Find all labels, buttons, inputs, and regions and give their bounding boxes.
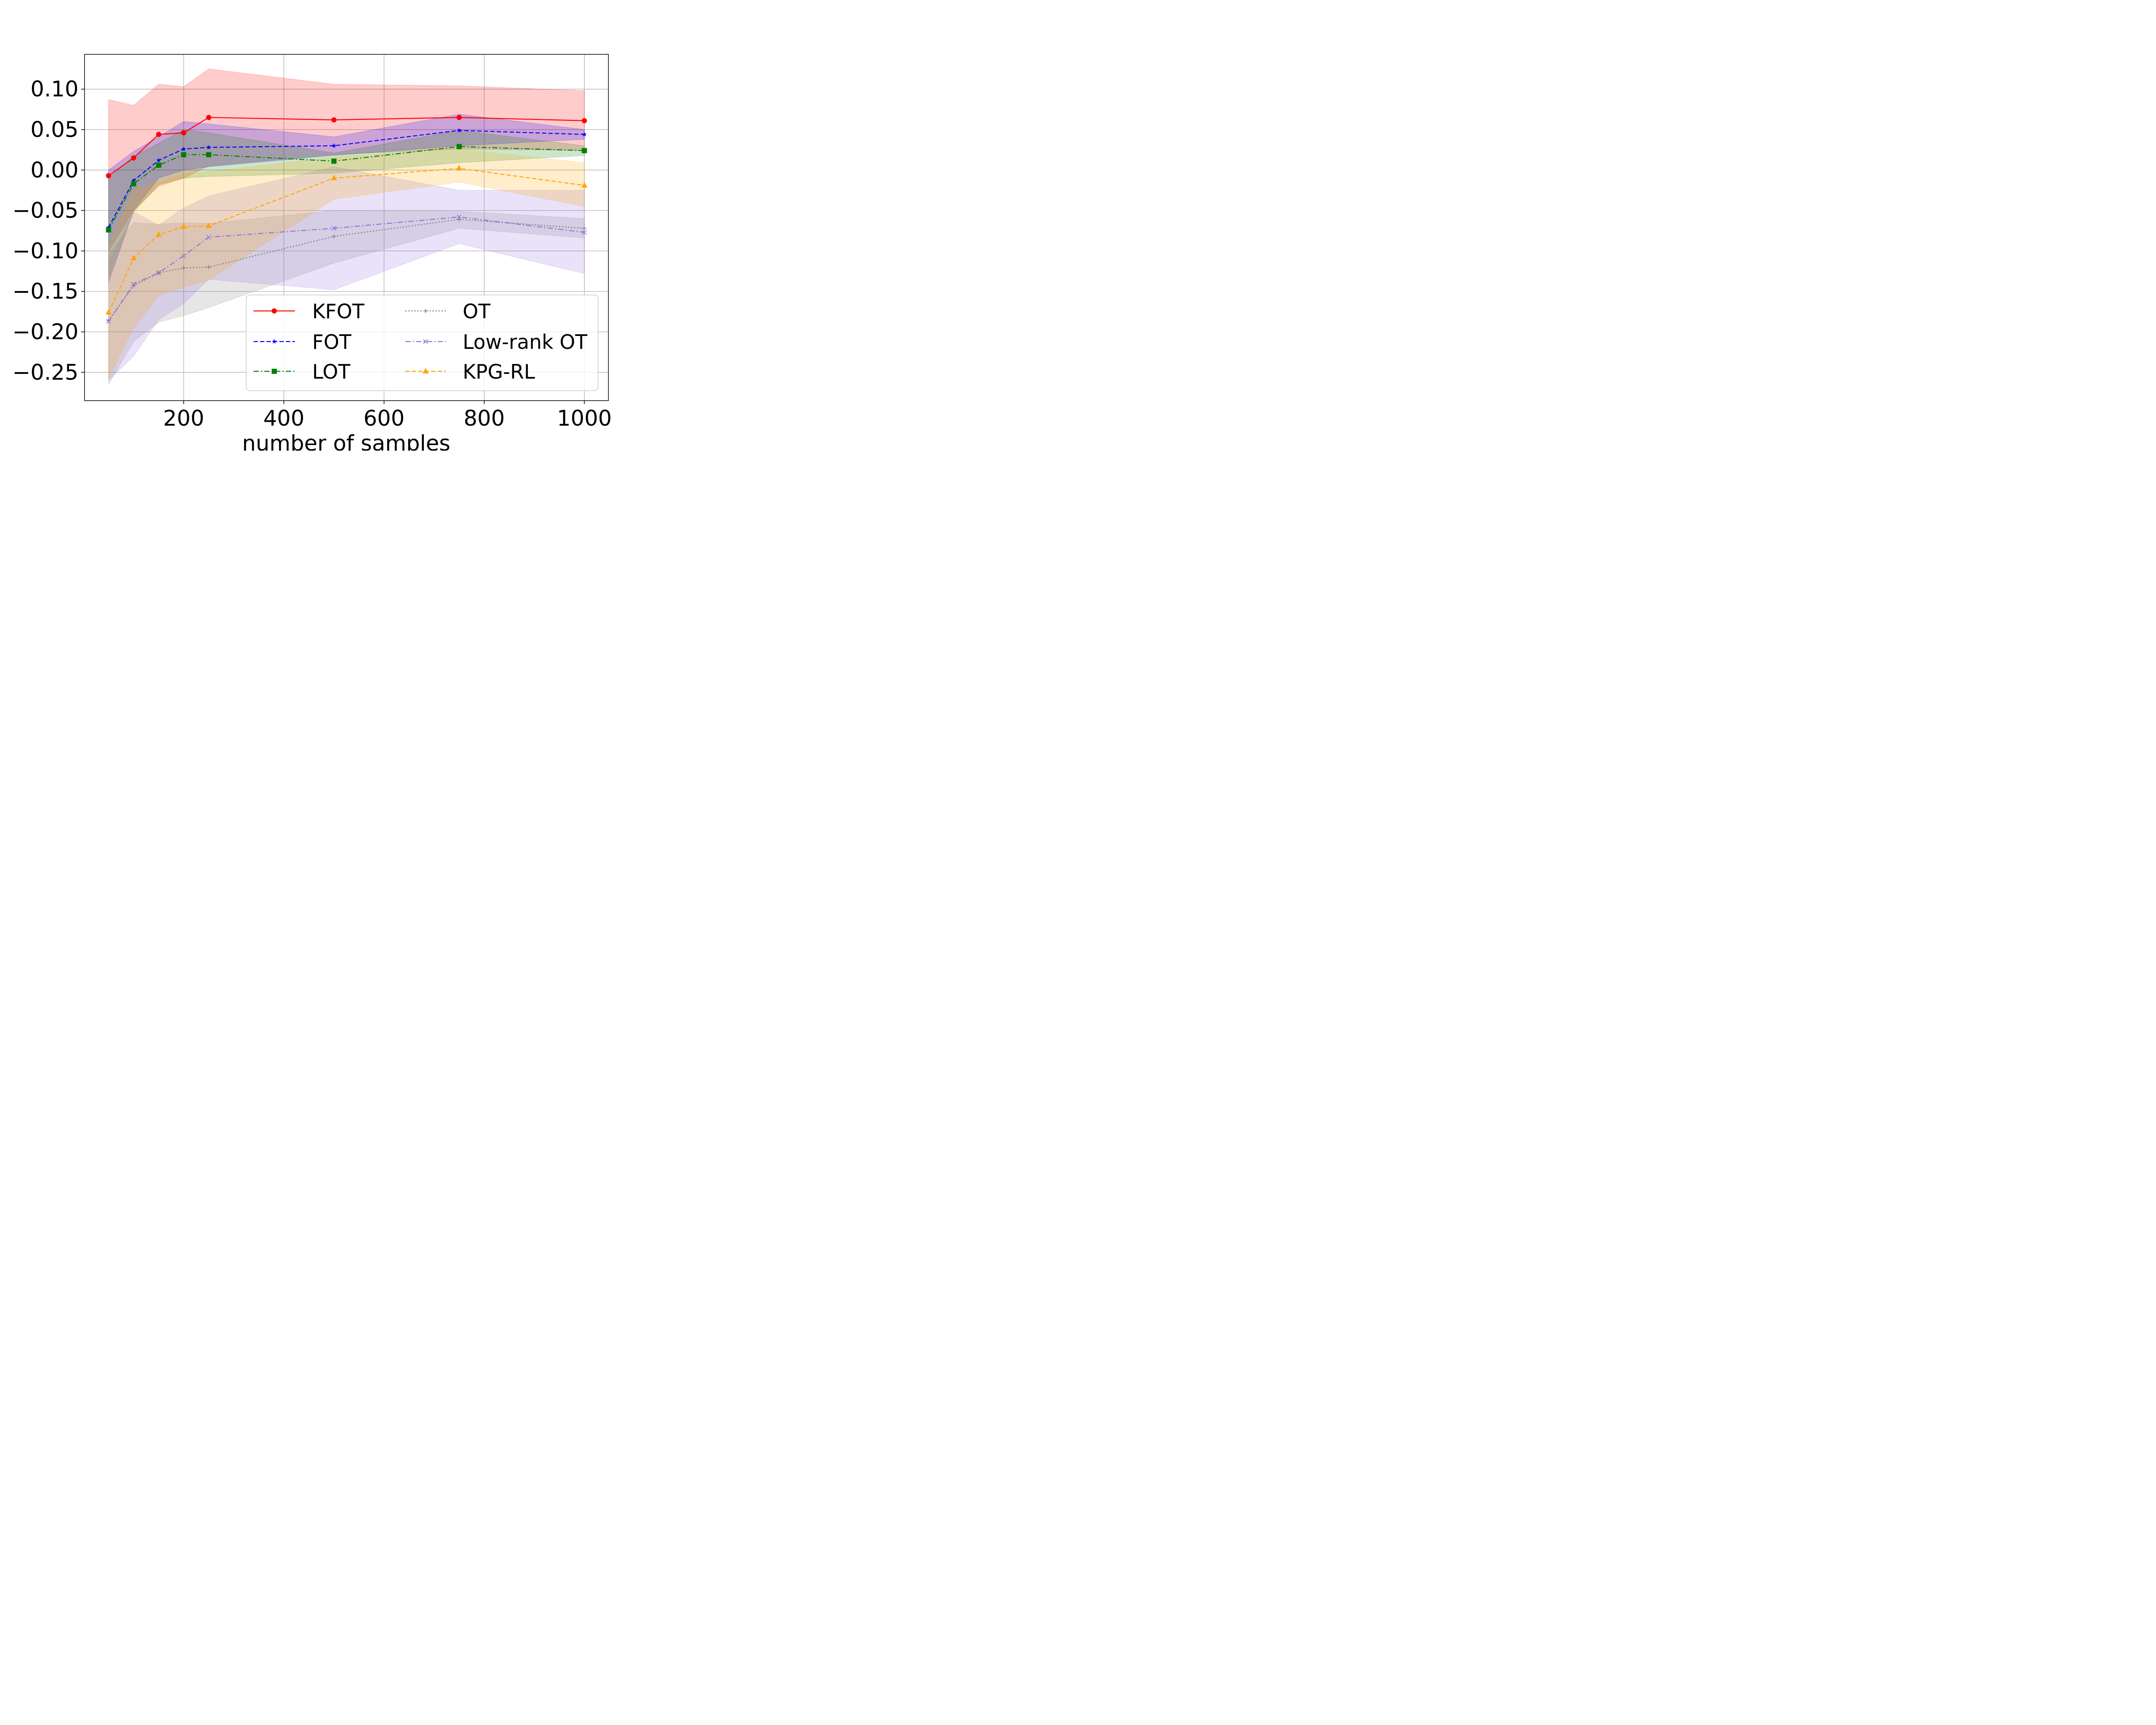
legend-label: Low-rank OT bbox=[463, 330, 588, 354]
kpg-rl-point bbox=[581, 182, 588, 188]
lot-line bbox=[108, 146, 585, 230]
y-tick-label: −0.25 bbox=[13, 360, 78, 385]
x-tick-label: 800 bbox=[464, 406, 505, 431]
low-rank-ot-point bbox=[582, 230, 587, 235]
kpg-rl-point bbox=[130, 254, 137, 260]
legend-label: FOT bbox=[312, 330, 352, 354]
lot-point bbox=[582, 148, 587, 154]
x-axis-ticks: 200 400 600 800 1000 bbox=[163, 401, 612, 431]
lot-point bbox=[131, 181, 136, 187]
lot-point bbox=[331, 158, 337, 164]
legend-item-kpg-rl: KPG-RL bbox=[405, 360, 535, 383]
low-rank-ot-band bbox=[108, 166, 585, 381]
x-tick-label: 400 bbox=[263, 406, 304, 431]
confidence-bands bbox=[108, 69, 585, 386]
grid bbox=[85, 54, 608, 401]
low-rank-ot-point bbox=[206, 235, 211, 240]
lot-point bbox=[206, 152, 212, 157]
legend-label: KPG-RL bbox=[463, 360, 535, 383]
y-tick-label: 0.10 bbox=[31, 77, 78, 102]
legend-marker bbox=[423, 368, 429, 373]
legend: KFOT FOT LOT OT Low-rank OT KPG-RL bbox=[246, 295, 599, 391]
kfot-point bbox=[106, 173, 111, 179]
ot-line bbox=[108, 219, 585, 321]
y-tick-label: −0.15 bbox=[13, 279, 78, 304]
low-rank-ot-point bbox=[331, 226, 337, 231]
x-tick-label: 200 bbox=[163, 406, 204, 431]
kfot-point bbox=[582, 118, 587, 123]
legend-label: KFOT bbox=[312, 300, 365, 323]
kpg-rl-point bbox=[206, 222, 212, 228]
fot-point bbox=[206, 144, 211, 150]
ot-point bbox=[181, 266, 186, 270]
legend-marker bbox=[423, 339, 428, 344]
low-rank-ot-point bbox=[457, 214, 462, 220]
ot-point bbox=[106, 318, 111, 323]
fot-band bbox=[108, 114, 585, 284]
legend-item-fot: FOT bbox=[254, 330, 352, 354]
kpg-rl-point bbox=[105, 309, 112, 315]
low-rank-ot-line bbox=[108, 216, 585, 322]
ot-point bbox=[207, 265, 211, 270]
x-tick-label: 600 bbox=[364, 406, 404, 431]
y-axis-ticks: 0.10 0.05 0.00 −0.05 −0.10 −0.15 −0.20 −0.25 bbox=[13, 77, 85, 385]
fot-point bbox=[331, 143, 337, 148]
y-tick-label: 0.05 bbox=[31, 117, 78, 142]
kfot-point bbox=[181, 130, 186, 135]
legend-box bbox=[246, 295, 599, 391]
kpg-rl-point bbox=[456, 165, 462, 171]
lot-point bbox=[156, 163, 161, 168]
ot-point bbox=[582, 226, 587, 231]
ot-band bbox=[108, 210, 585, 386]
y-tick-label: −0.05 bbox=[13, 198, 78, 223]
series-lines bbox=[108, 117, 585, 322]
kfot-point bbox=[331, 117, 337, 122]
kfot-point bbox=[156, 132, 161, 137]
fot-point bbox=[181, 146, 186, 151]
kfot-point bbox=[456, 115, 462, 120]
legend-item-lot: LOT bbox=[254, 360, 351, 383]
low-rank-ot-point bbox=[156, 270, 161, 276]
kpg-rl-line bbox=[108, 168, 585, 313]
kpg-rl-band bbox=[108, 149, 585, 379]
legend-marker bbox=[272, 369, 277, 374]
legend-marker bbox=[272, 308, 277, 314]
low-rank-ot-point bbox=[181, 253, 186, 258]
legend-item-kfot: KFOT bbox=[254, 300, 365, 323]
fot-line bbox=[108, 130, 585, 228]
legend-marker bbox=[272, 339, 277, 344]
lot-point bbox=[106, 227, 111, 233]
fot-point bbox=[582, 132, 587, 137]
low-rank-ot-point bbox=[131, 282, 136, 287]
lot-band bbox=[108, 129, 585, 279]
fot-point bbox=[106, 225, 111, 230]
kfot-line bbox=[108, 117, 585, 176]
kpg-rl-point bbox=[331, 175, 337, 181]
y-tick-label: −0.10 bbox=[13, 238, 78, 263]
fot-point bbox=[131, 178, 136, 183]
legend-label: LOT bbox=[312, 360, 351, 383]
kpg-rl-point bbox=[180, 223, 187, 229]
low-rank-ot-point bbox=[106, 319, 111, 324]
y-tick-label: 0.00 bbox=[31, 157, 78, 182]
x-tick-label: 1000 bbox=[557, 406, 612, 431]
line-chart: 200 400 600 800 1000 0.10 0.05 0.00 −0.05 −0.10 −… bbox=[0, 0, 676, 451]
series-markers bbox=[105, 115, 588, 324]
fot-point bbox=[156, 157, 161, 163]
kfot-point bbox=[206, 115, 212, 120]
lot-point bbox=[181, 152, 186, 157]
y-tick-label: −0.20 bbox=[13, 320, 78, 345]
lot-point bbox=[456, 144, 462, 149]
x-axis-label: number of samples bbox=[242, 431, 451, 451]
legend-label: OT bbox=[463, 300, 491, 323]
legend-item-low-rank-ot: Low-rank OT bbox=[405, 330, 588, 354]
ot-point bbox=[332, 234, 336, 239]
kpg-rl-point bbox=[155, 231, 162, 237]
legend-item-ot: OT bbox=[405, 300, 491, 323]
ot-point bbox=[457, 217, 461, 222]
kfot-point bbox=[131, 155, 136, 161]
plot-frame bbox=[84, 54, 609, 401]
legend-marker bbox=[423, 309, 428, 313]
fot-point bbox=[457, 128, 462, 133]
